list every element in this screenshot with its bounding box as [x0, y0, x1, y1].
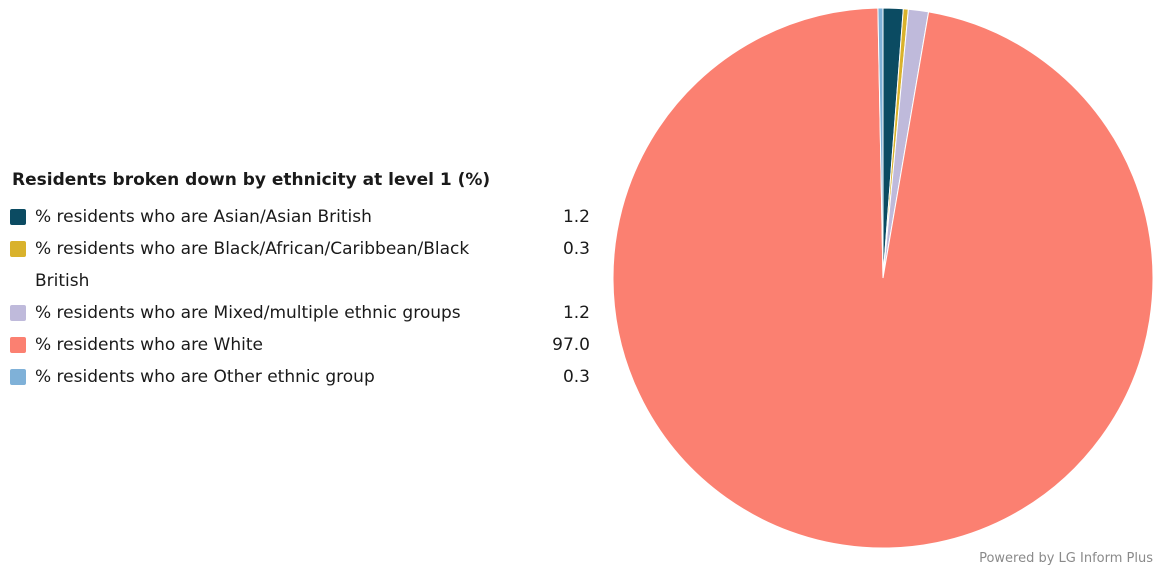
legend-label: % residents who are Mixed/multiple ethni…	[35, 303, 461, 323]
legend-value: 1.2	[562, 303, 590, 323]
legend-swatch	[10, 305, 26, 321]
legend-label: % residents who are Asian/Asian British	[35, 207, 372, 227]
legend-swatch	[10, 337, 26, 353]
legend-swatch	[10, 241, 26, 257]
legend: Residents broken down by ethnicity at le…	[10, 168, 600, 393]
legend-item-asian[interactable]: % residents who are Asian/Asian British …	[10, 201, 600, 233]
chart-title: Residents broken down by ethnicity at le…	[12, 170, 491, 190]
legend-value: 97.0	[552, 335, 590, 355]
legend-label: % residents who are Black/African/Caribb…	[35, 239, 470, 291]
legend-swatch	[10, 369, 26, 385]
legend-swatch	[10, 209, 26, 225]
legend-label: % residents who are Other ethnic group	[35, 367, 375, 387]
legend-item-mixed[interactable]: % residents who are Mixed/multiple ethni…	[10, 297, 600, 329]
legend-item-black[interactable]: % residents who are Black/African/Caribb…	[10, 233, 600, 297]
legend-value: 1.2	[562, 207, 590, 227]
legend-item-white[interactable]: % residents who are White 97.0	[10, 329, 600, 361]
legend-value: 0.3	[562, 239, 590, 259]
pie-slice-white[interactable]	[612, 7, 1154, 549]
legend-value: 0.3	[562, 367, 590, 387]
legend-item-other[interactable]: % residents who are Other ethnic group 0…	[10, 361, 600, 393]
credit-text[interactable]: Powered by LG Inform Plus	[979, 551, 1153, 566]
pie-slice-other[interactable]	[877, 7, 884, 279]
legend-label: % residents who are White	[35, 335, 263, 355]
